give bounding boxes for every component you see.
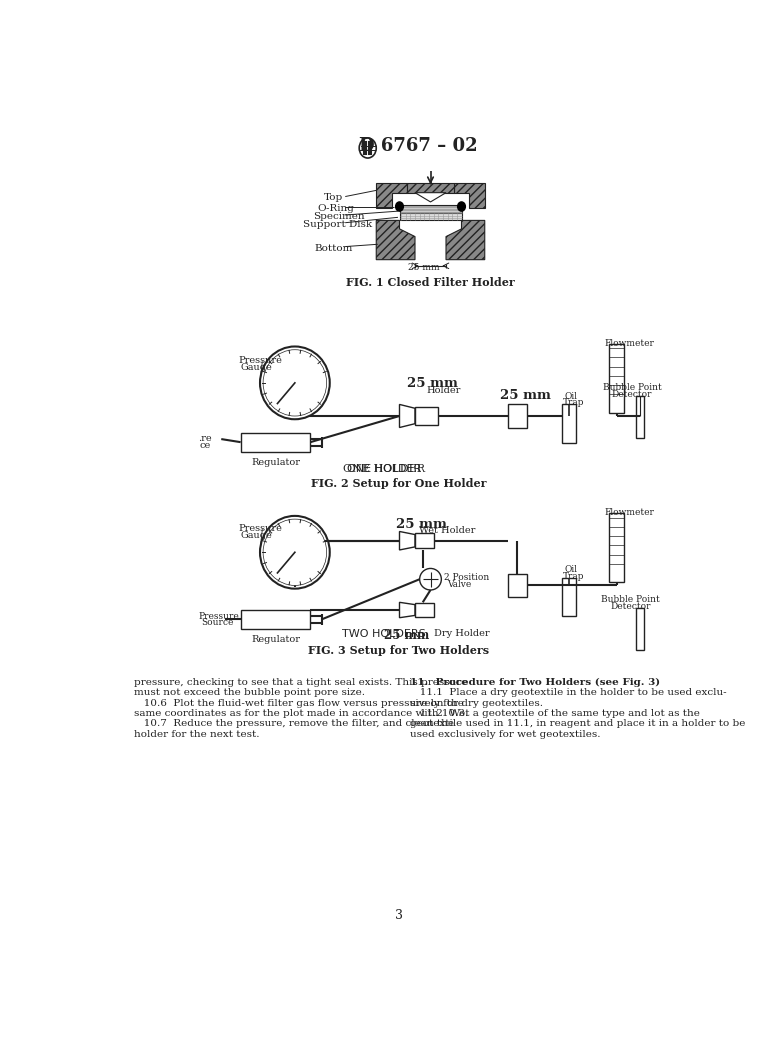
Text: Gauge: Gauge xyxy=(240,531,272,539)
Bar xyxy=(608,344,624,413)
Text: ONE HOLDER: ONE HOLDER xyxy=(347,463,421,474)
Bar xyxy=(399,212,461,221)
Text: 10.6  Plot the fluid-wet filter gas flow versus pressure on the: 10.6 Plot the fluid-wet filter gas flow … xyxy=(134,699,464,708)
Bar xyxy=(361,146,375,150)
Circle shape xyxy=(419,568,441,590)
Text: Flowmeter: Flowmeter xyxy=(605,339,655,348)
Polygon shape xyxy=(399,532,415,550)
Text: 25 mm: 25 mm xyxy=(408,262,440,272)
Text: pressure, checking to see that a tight seal exists. This pressure: pressure, checking to see that a tight s… xyxy=(134,678,467,687)
Text: Regulator: Regulator xyxy=(251,458,300,467)
Bar xyxy=(240,610,310,629)
Bar xyxy=(415,407,438,425)
Polygon shape xyxy=(415,193,446,202)
Text: FIG. 1 Closed Filter Holder: FIG. 1 Closed Filter Holder xyxy=(346,277,515,288)
Text: Gauge: Gauge xyxy=(240,363,272,372)
Ellipse shape xyxy=(396,202,403,211)
Text: 11.1  Place a dry geotextile in the holder to be used exclu-: 11.1 Place a dry geotextile in the holde… xyxy=(409,688,726,697)
Ellipse shape xyxy=(263,350,327,416)
Text: holder for the next test.: holder for the next test. xyxy=(134,730,259,739)
Text: 10.7  Reduce the pressure, remove the filter, and clean the: 10.7 Reduce the pressure, remove the fil… xyxy=(134,719,454,729)
Text: 25 mm: 25 mm xyxy=(407,378,458,390)
Polygon shape xyxy=(454,183,485,208)
Text: 11.  Procedure for Two Holders (see Fig. 3): 11. Procedure for Two Holders (see Fig. … xyxy=(409,678,660,687)
Text: TWO HOLDERS: TWO HOLDERS xyxy=(342,629,426,639)
Text: must not exceed the bubble point pore size.: must not exceed the bubble point pore si… xyxy=(134,688,365,697)
Text: Bubble Point: Bubble Point xyxy=(603,383,661,391)
Bar xyxy=(562,405,576,442)
Text: 2 Position: 2 Position xyxy=(444,573,489,582)
Ellipse shape xyxy=(359,138,377,158)
Polygon shape xyxy=(399,405,415,428)
Bar xyxy=(240,433,310,452)
Ellipse shape xyxy=(260,516,330,588)
Text: 25 mm: 25 mm xyxy=(396,517,447,531)
Text: Oil: Oil xyxy=(565,565,577,575)
Text: FIG. 2 Setup for One Holder: FIG. 2 Setup for One Holder xyxy=(311,478,486,488)
Text: 25 mm: 25 mm xyxy=(500,389,551,402)
Text: used exclusively for wet geotextiles.: used exclusively for wet geotextiles. xyxy=(409,730,600,739)
Bar xyxy=(415,533,434,549)
Ellipse shape xyxy=(457,202,465,211)
Text: ONE HOLDER: ONE HOLDER xyxy=(343,463,425,474)
Text: 11.2  Wet a geotextile of the same type and lot as the: 11.2 Wet a geotextile of the same type a… xyxy=(409,709,699,718)
Text: Source: Source xyxy=(201,618,233,628)
Text: Dry Holder: Dry Holder xyxy=(434,629,490,638)
Bar xyxy=(508,405,527,428)
Text: ce: ce xyxy=(199,441,211,451)
Text: Specimen: Specimen xyxy=(313,212,364,221)
Text: Holder: Holder xyxy=(426,386,461,395)
Text: 3: 3 xyxy=(394,909,403,921)
Bar xyxy=(636,608,643,650)
Text: Wet Holder: Wet Holder xyxy=(419,526,475,535)
Text: 25 mm: 25 mm xyxy=(384,629,429,642)
Text: .re: .re xyxy=(198,434,212,443)
Text: Regulator: Regulator xyxy=(251,635,300,644)
Text: geotextile used in 11.1, in reagent and place it in a holder to be: geotextile used in 11.1, in reagent and … xyxy=(409,719,745,729)
Text: D 6767 – 02: D 6767 – 02 xyxy=(359,137,478,155)
Bar xyxy=(636,396,643,438)
Text: Detector: Detector xyxy=(610,602,650,611)
Text: Pressure: Pressure xyxy=(238,524,282,533)
Text: Bottom: Bottom xyxy=(314,245,352,253)
Polygon shape xyxy=(446,221,485,259)
Text: Top: Top xyxy=(324,194,344,202)
Ellipse shape xyxy=(260,347,330,420)
Text: Support Disk: Support Disk xyxy=(303,220,372,229)
Text: Pressure: Pressure xyxy=(238,356,282,365)
Polygon shape xyxy=(399,603,415,617)
Text: same coordinates as for the plot made in accordance with 10.3.: same coordinates as for the plot made in… xyxy=(134,709,468,718)
Text: Flowmeter: Flowmeter xyxy=(605,508,655,516)
Bar xyxy=(399,205,461,212)
Text: Detector: Detector xyxy=(612,389,652,399)
Polygon shape xyxy=(377,221,415,259)
Text: Trap: Trap xyxy=(563,399,584,407)
Text: Trap: Trap xyxy=(563,572,584,581)
Polygon shape xyxy=(377,183,407,208)
Text: FIG. 3 Setup for Two Holders: FIG. 3 Setup for Two Holders xyxy=(308,644,489,656)
Bar xyxy=(415,603,434,617)
Text: O-Ring: O-Ring xyxy=(317,204,354,213)
Text: Valve: Valve xyxy=(447,580,471,589)
Text: Bubble Point: Bubble Point xyxy=(601,594,660,604)
Text: Pressure: Pressure xyxy=(198,611,239,620)
Text: sively for dry geotextiles.: sively for dry geotextiles. xyxy=(409,699,542,708)
Bar xyxy=(562,578,576,616)
Text: Oil: Oil xyxy=(565,392,577,401)
Ellipse shape xyxy=(263,519,327,585)
Bar xyxy=(608,513,624,582)
Polygon shape xyxy=(407,183,454,193)
Bar xyxy=(508,574,527,596)
